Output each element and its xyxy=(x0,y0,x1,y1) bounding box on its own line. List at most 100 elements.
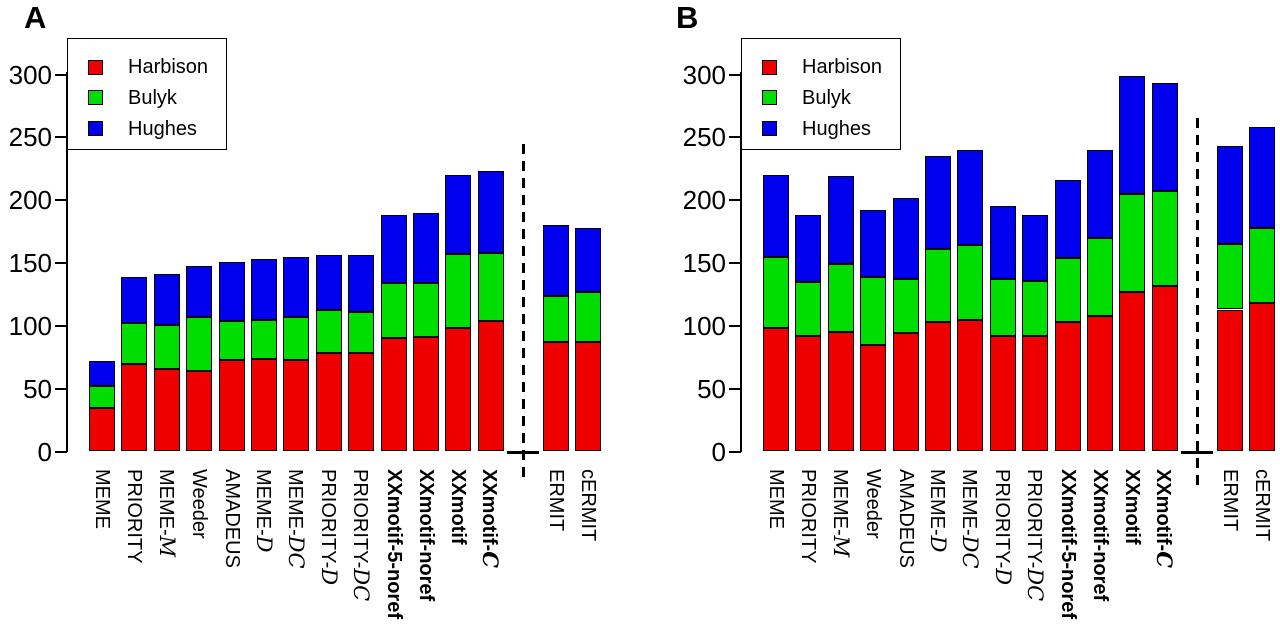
x-category-label: XXmotif xyxy=(1121,469,1144,545)
bar-segment-bulyk xyxy=(989,279,1016,336)
bar-segment-harbison xyxy=(153,368,180,452)
y-tick xyxy=(55,387,67,390)
x-category-label: XXmotif-noref xyxy=(1089,469,1111,602)
bar-segment-bulyk xyxy=(860,276,887,345)
bar-segment-bulyk xyxy=(575,291,601,343)
bar-segment-harbison xyxy=(1119,291,1146,452)
y-tick-label: 150 xyxy=(8,248,52,278)
bar-segment-bulyk xyxy=(218,320,245,360)
bar-segment-harbison xyxy=(925,322,951,452)
x-category-label: Weeder xyxy=(862,469,885,539)
bar-segment-harbison xyxy=(251,358,277,452)
x-category-label: MEME-M xyxy=(828,469,853,558)
y-tick xyxy=(55,199,67,202)
bar-segment-harbison xyxy=(1216,309,1243,452)
bar-segment-hughes xyxy=(795,215,822,282)
bar-segment-bulyk xyxy=(1249,227,1275,304)
y-tick-label: 200 xyxy=(682,185,726,216)
separator-dashed-line xyxy=(1195,118,1199,490)
bar-segment-hughes xyxy=(763,175,789,257)
script-suffix: D xyxy=(926,535,950,553)
bar-segment-harbison xyxy=(315,353,342,452)
bar-segment-bulyk xyxy=(445,254,472,329)
bar-segment-harbison xyxy=(957,319,984,452)
y-tick-label: 100 xyxy=(8,310,52,341)
bar-segment-bulyk xyxy=(283,317,310,360)
y-axis-line xyxy=(66,71,68,453)
bar-segment-hughes xyxy=(542,225,569,296)
y-tick xyxy=(729,199,741,202)
y-tick xyxy=(729,387,741,390)
bar-segment-hughes xyxy=(957,149,984,246)
bar-segment-hughes xyxy=(925,156,951,250)
legend-label-bulyk: Bulyk xyxy=(128,86,177,109)
legend-swatch-bulyk xyxy=(762,90,777,106)
bar-segment-bulyk xyxy=(1054,257,1081,323)
bar-segment-hughes xyxy=(1151,83,1178,192)
bar-segment-hughes xyxy=(827,176,854,265)
y-tick-label: 200 xyxy=(8,185,52,216)
bar-segment-bulyk xyxy=(477,252,504,321)
y-tick-label: 150 xyxy=(682,248,726,278)
y-tick-label: 0 xyxy=(37,436,52,467)
bar-segment-bulyk xyxy=(1087,237,1113,316)
x-category-label: PRIORITY-DC xyxy=(1023,469,1048,602)
bar-segment-hughes xyxy=(89,361,115,387)
bar-segment-hughes xyxy=(121,276,148,324)
separator-dashed-line xyxy=(521,144,525,482)
y-tick-label: 300 xyxy=(682,59,726,90)
bar-segment-hughes xyxy=(1054,180,1081,258)
bar-segment-hughes xyxy=(1216,146,1243,245)
bar-segment-bulyk xyxy=(348,312,375,354)
x-category-label: XXmotif-5-noref xyxy=(1056,469,1079,619)
bar-segment-bulyk xyxy=(413,283,439,338)
bar-segment-harbison xyxy=(218,359,245,452)
script-suffix: DC xyxy=(1023,568,1048,602)
bar-segment-hughes xyxy=(380,215,407,284)
bar-segment-bulyk xyxy=(795,281,822,336)
y-tick xyxy=(729,73,741,76)
bar-segment-bulyk xyxy=(153,324,180,369)
y-tick xyxy=(729,136,741,139)
y-tick xyxy=(729,324,741,327)
bar-segment-harbison xyxy=(542,342,569,452)
bar-segment-bulyk xyxy=(186,317,213,372)
bar-segment-bulyk xyxy=(925,249,951,323)
bar-segment-harbison xyxy=(1054,322,1081,452)
bar-segment-bulyk xyxy=(1119,193,1146,292)
bar-segment-harbison xyxy=(186,371,213,452)
y-tick-label: 250 xyxy=(682,122,726,153)
bar-segment-bulyk xyxy=(542,295,569,343)
bar-segment-hughes xyxy=(413,212,439,284)
y-tick xyxy=(55,324,67,327)
bar-segment-bulyk xyxy=(763,256,789,329)
legend-swatch-hughes xyxy=(762,121,777,137)
bar-segment-harbison xyxy=(763,328,789,452)
bar-segment-harbison xyxy=(827,332,854,452)
bar-segment-harbison xyxy=(1022,335,1049,452)
bar-segment-hughes xyxy=(315,255,342,310)
y-tick-label: 300 xyxy=(8,59,52,90)
y-tick-label: 0 xyxy=(711,436,726,467)
x-category-label: cERMIT xyxy=(1251,469,1273,542)
bar-segment-hughes xyxy=(892,197,919,280)
bar-segment-hughes xyxy=(283,256,310,318)
y-tick xyxy=(55,136,67,139)
legend-swatch-bulyk xyxy=(88,90,103,106)
bar-segment-harbison xyxy=(477,320,504,452)
bar-segment-bulyk xyxy=(827,264,854,333)
bar-segment-hughes xyxy=(477,171,504,253)
bar-segment-harbison xyxy=(989,335,1016,452)
legend-label-harbison: Harbison xyxy=(802,56,883,78)
y-tick xyxy=(729,262,741,264)
bar-segment-bulyk xyxy=(315,309,342,354)
script-suffix: C xyxy=(1151,551,1177,568)
bar-segment-harbison xyxy=(892,333,919,452)
x-category-label: XXmotif-C xyxy=(1151,469,1177,568)
bar-segment-hughes xyxy=(860,210,887,277)
y-tick xyxy=(55,73,67,76)
y-axis-line xyxy=(740,71,742,453)
bar-segment-harbison xyxy=(1087,315,1113,452)
panel-b-letter: B xyxy=(676,0,699,35)
